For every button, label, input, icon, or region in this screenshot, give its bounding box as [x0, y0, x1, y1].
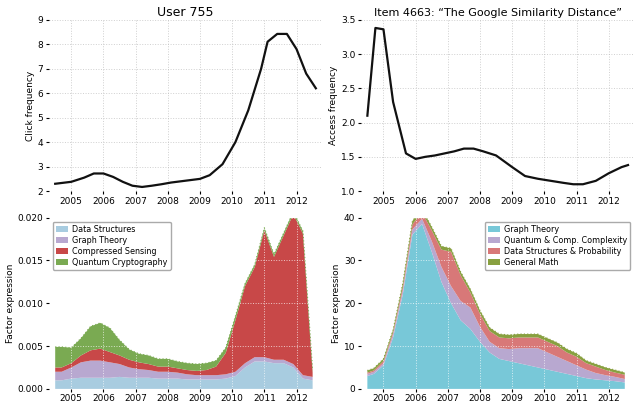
Title: User 755: User 755 — [157, 6, 214, 18]
Y-axis label: Click frequency: Click frequency — [26, 70, 35, 141]
Y-axis label: Factor expression: Factor expression — [332, 263, 341, 343]
Legend: Graph Theory, Quantum & Comp. Complexity, Data Structures & Probability, General: Graph Theory, Quantum & Comp. Complexity… — [484, 222, 630, 270]
Legend: Data Structures, Graph Theory, Compressed Sensing, Quantum Cryptography: Data Structures, Graph Theory, Compresse… — [52, 222, 171, 270]
Title: Item 4663: “The Google Similarity Distance”: Item 4663: “The Google Similarity Distan… — [374, 7, 621, 18]
Y-axis label: Access frequency: Access frequency — [329, 66, 338, 145]
Y-axis label: Factor expression: Factor expression — [6, 263, 15, 343]
